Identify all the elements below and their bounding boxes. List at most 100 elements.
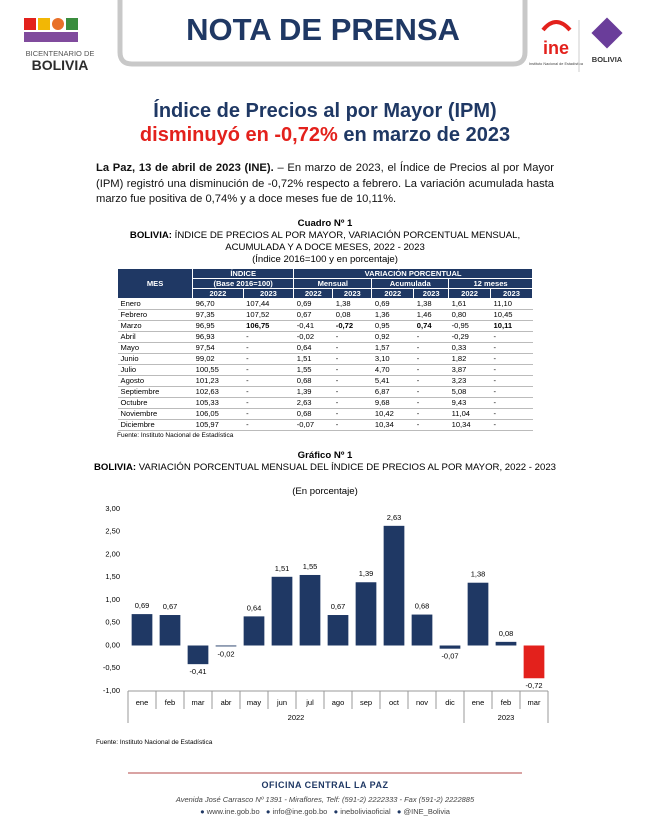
value-label: 1,55 <box>303 562 318 571</box>
footer-twitter[interactable]: @INE_Bolivia <box>403 807 450 816</box>
footer-email[interactable]: info@ine.gob.bo <box>272 807 328 816</box>
footer-address: Avenida José Carrasco Nº 1391 - Miraflor… <box>175 795 475 804</box>
header-cell: 2023 <box>242 288 295 299</box>
bar <box>355 582 377 646</box>
table-cell: 9,43 <box>448 397 491 409</box>
table-cell: 5,41 <box>371 375 414 387</box>
table-cell: - <box>332 353 372 365</box>
table-cell: Septiembre <box>117 386 193 398</box>
logo-circle <box>52 18 64 30</box>
x-tick-label: nov <box>416 698 428 707</box>
x-tick-label: oct <box>389 698 400 707</box>
header-cell: 2023 <box>413 288 450 299</box>
chart-title-text: VARIACIÓN PORCENTUAL MENSUAL DEL ÍNDICE … <box>136 462 557 473</box>
table-cell: - <box>490 364 533 376</box>
y-tick-label: 2,50 <box>105 527 120 536</box>
bar <box>243 616 265 646</box>
chart: -1,00 -0,50 0,00 0,50 1,00 1,50 2,00 2,50 3,00 0,… <box>103 504 549 723</box>
table-cell: 0,64 <box>293 342 333 354</box>
value-label: -0,72 <box>525 681 542 690</box>
table-cell: 1,82 <box>448 353 491 365</box>
table-cell: 106,75 <box>243 320 294 332</box>
table-number: Cuadro Nº 1 <box>297 218 353 229</box>
table-cell: 1,38 <box>413 298 449 310</box>
table-cell: 1,38 <box>332 298 372 310</box>
bar <box>495 641 517 646</box>
header-cell: ÍNDICE <box>192 268 295 279</box>
value-label: 1,51 <box>275 564 290 573</box>
header-cell: 2022 <box>448 288 492 299</box>
table-cell: 9,68 <box>371 397 414 409</box>
table-cell: - <box>413 419 449 431</box>
chart-country: BOLIVIA: <box>93 462 137 473</box>
bar <box>467 582 489 646</box>
table-cell: 10,45 <box>490 309 533 321</box>
table-cell: 6,87 <box>371 386 414 398</box>
header-cell: VARIACIÓN PORCENTUAL <box>293 268 533 279</box>
logo-square <box>24 18 36 30</box>
chart-subtitle: (En porcentaje) <box>292 486 358 497</box>
logo-band <box>24 32 78 42</box>
source: Fuente: Instituto Nacional de Estadístic… <box>117 432 234 439</box>
table-cell: - <box>243 408 294 420</box>
table-subcaption: (Índice 2016=100 y en porcentaje) <box>252 254 398 265</box>
value-label: -0,41 <box>189 667 206 676</box>
value-label: 0,64 <box>247 603 262 612</box>
table-cell: - <box>243 419 294 431</box>
table-cell: 106,05 <box>192 408 244 420</box>
table-caption: BOLIVIA: ÍNDICE DE PRECIOS AL POR MAYOR,… <box>105 230 545 254</box>
value-label: 0,67 <box>331 602 346 611</box>
x-tick-label: abr <box>221 698 232 707</box>
table-row: Septiembre 102,63-1,39-6,87-5,08- <box>117 386 533 398</box>
group-label: 2023 <box>498 713 515 722</box>
header-row: MES ÍNDICE VARIACIÓN PORCENTUAL <box>116 268 533 299</box>
table-cell: Enero <box>117 298 193 310</box>
table-cell: Octubre <box>117 397 193 409</box>
y-tick-label: 0,00 <box>105 640 120 649</box>
table-cell: -0,02 <box>293 331 333 343</box>
footer-web[interactable]: www.ine.gob.bo <box>206 807 260 816</box>
table-cell: 5,08 <box>448 386 491 398</box>
table-cell: 0,08 <box>332 309 372 321</box>
table-row: Octubre 105,33-2,63-9,68-9,43- <box>117 397 533 409</box>
value-label: -0,02 <box>217 649 234 658</box>
bar <box>215 645 237 647</box>
table-cell: - <box>243 342 294 354</box>
table-row: Junio 99,02-1,51-3,10-1,82- <box>117 353 533 365</box>
value-label: 0,69 <box>135 601 150 610</box>
lead: La Paz, 13 de abril de 2023 (INE). – En … <box>96 161 554 208</box>
table-cell: 1,55 <box>293 364 333 376</box>
bar <box>327 615 349 646</box>
table-cell: 1,57 <box>371 342 414 354</box>
x-tick-label: ene <box>136 698 149 707</box>
table-cell: Junio <box>117 353 193 365</box>
table-row: Mayo 97,54-0,64-1,57-0,33- <box>117 342 533 354</box>
footer-office: OFICINA CENTRAL LA PAZ <box>261 780 389 790</box>
y-tick-label: 1,50 <box>105 572 120 581</box>
table-cell: 0,92 <box>371 331 414 343</box>
table-cell: 2,63 <box>293 397 333 409</box>
table-row: Julio 100,55-1,55-4,70-3,87- <box>117 364 533 376</box>
x-tick-label: ene <box>472 698 485 707</box>
footer-facebook[interactable]: ineboliviaoficial <box>340 807 391 816</box>
ine-arc <box>541 20 572 32</box>
logo-square <box>38 18 50 30</box>
table-cell: - <box>490 408 533 420</box>
table-cell: 3,10 <box>371 353 414 365</box>
table-cell: -0,07 <box>293 419 333 431</box>
table-cell: - <box>243 331 294 343</box>
y-tick-label: 1,00 <box>105 595 120 604</box>
header: BICENTENARIO DE BOLIVIA NOTA DE PRENSA i… <box>24 0 623 73</box>
x-tick-label: jul <box>305 698 314 707</box>
table-cell: Febrero <box>117 309 193 321</box>
y-tick-label: 3,00 <box>105 504 120 513</box>
y-tick-label: -0,50 <box>103 663 120 672</box>
table-cell: 10,34 <box>371 419 414 431</box>
group-label: 2022 <box>288 713 305 722</box>
table-cell: - <box>243 386 294 398</box>
table-cell: 11,10 <box>490 298 533 310</box>
table-cell: - <box>332 364 372 376</box>
table-cell: - <box>332 342 372 354</box>
table-cell: - <box>490 342 533 354</box>
